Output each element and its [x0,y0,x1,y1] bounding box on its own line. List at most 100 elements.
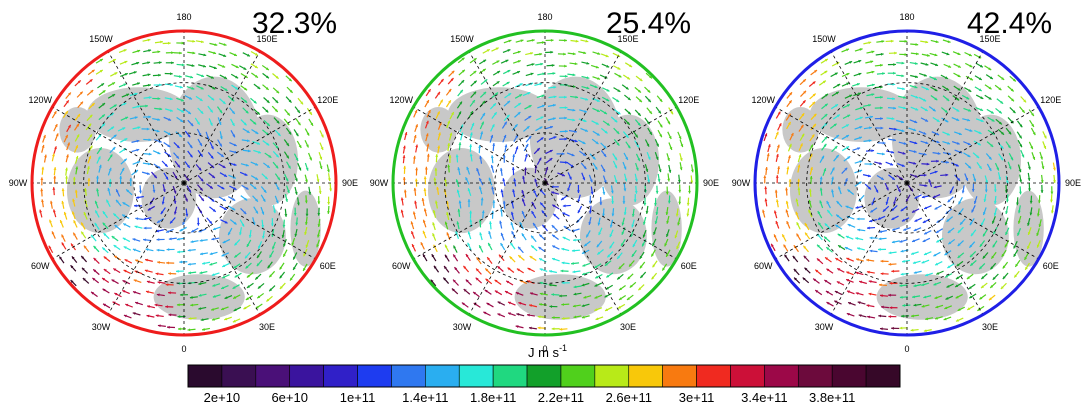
flux-vector-head [635,134,638,138]
flux-vector-head [528,105,532,108]
flux-vector-head [201,74,205,78]
flux-vector-head [479,155,483,159]
flux-vector-head [1027,231,1031,235]
flux-vector-head [833,123,837,127]
flux-vector-head [146,314,150,318]
colorbar-tick-label: 1e+11 [340,390,376,405]
flux-vector-head [857,228,861,232]
flux-vector-head [602,213,605,217]
flux-vector-head [990,144,994,147]
flux-vector-head [603,180,607,184]
flux-vector-head [925,87,929,91]
flux-vector-head [845,135,849,138]
flux-vector-head [915,95,919,99]
flux-vector-head [1008,131,1012,135]
flux-vector-head [767,144,771,148]
flux-vector-head [124,60,128,64]
flux-vector-head [933,282,937,286]
flux-vector-head [621,231,625,235]
flux-vector-head [171,61,174,65]
longitude-label: 30E [620,322,636,332]
flux-vector-head [137,105,141,109]
flux-vector-head [444,221,448,225]
flux-vector-head [677,179,681,183]
flux-vector-head [564,64,567,68]
flux-vector-head [1029,212,1033,216]
flux-vector-head [822,80,826,84]
flux-vector-head [275,145,279,149]
flux-vector-head [497,313,501,317]
flux-vector-head [988,156,992,160]
flux-vector-head [826,247,830,250]
flux-vector-head [550,125,553,129]
flux-vector-head [164,163,168,167]
flux-vector-head [880,63,883,67]
flux-vector-head [89,134,92,138]
flux-vector-head [144,269,148,273]
flux-vector-head [686,213,690,217]
flux-vector-head [272,246,275,250]
flux-vector-head [934,206,938,210]
flux-vector-head [146,127,150,131]
flux-vector-head [211,175,215,179]
flux-vector-head [1000,100,1004,104]
flux-vector-head [147,207,151,211]
flux-vector-head [859,116,863,120]
flux-vector-head [560,269,564,273]
flux-vector-head [503,134,507,138]
flux-vector-head [567,188,570,192]
flux-vector-head [317,213,321,216]
flux-vector-head [212,208,216,212]
flux-vector-head [108,167,112,171]
flux-vector-head [446,212,449,215]
flux-vector-head [111,279,115,283]
meridian [906,182,984,315]
flux-vector-head [245,163,249,167]
panel-1-percent: 32.3% [252,7,337,40]
flux-vector-head [961,190,965,194]
flux-vector-head [911,314,914,318]
latitude-circle [444,82,646,284]
flux-vector-head [432,233,435,237]
flux-vector-head [678,189,682,193]
flux-vector-head [209,220,212,224]
flux-vector-head [985,180,988,184]
flux-vector-head [634,178,638,182]
flux-vector-head [515,325,519,328]
flux-vector-head [552,72,556,75]
flux-vector-head [190,123,194,127]
flux-vector-head [158,61,162,65]
flux-vector-head [846,82,850,86]
flux-vector-head [835,258,839,261]
flux-vector-head [493,112,497,116]
flux-vector-head [658,110,661,114]
meridian [775,106,908,184]
map-border [753,29,1061,337]
flux-vector-head [773,210,777,214]
flux-vector-head [797,178,801,182]
flux-vector-head [988,167,992,171]
flux-vector-head [148,115,152,119]
flux-vector-head [143,238,146,242]
flux-vector-head [113,213,117,217]
flux-vector-head [869,236,873,240]
flux-vector-head [451,112,454,116]
flux-vector-head [467,231,471,235]
meridian [413,106,546,184]
flux-vector-head [868,186,871,190]
flux-vector-head [551,293,555,297]
flux-vector-head [677,222,681,226]
flux-vector-head [944,76,948,79]
flux-vector-head [834,290,838,294]
flux-vector-head [182,221,186,225]
flux-vector-head [40,188,44,192]
flux-vector-head [518,255,522,259]
flux-vector-head [223,76,227,79]
flux-vector-head [300,101,304,105]
flux-vector-head [582,177,586,181]
flux-vector-head [196,121,200,125]
flux-vector-head [133,279,137,283]
flux-vector-head [1028,188,1031,192]
flux-vector-head [113,104,117,108]
flux-vector-head [72,176,76,180]
